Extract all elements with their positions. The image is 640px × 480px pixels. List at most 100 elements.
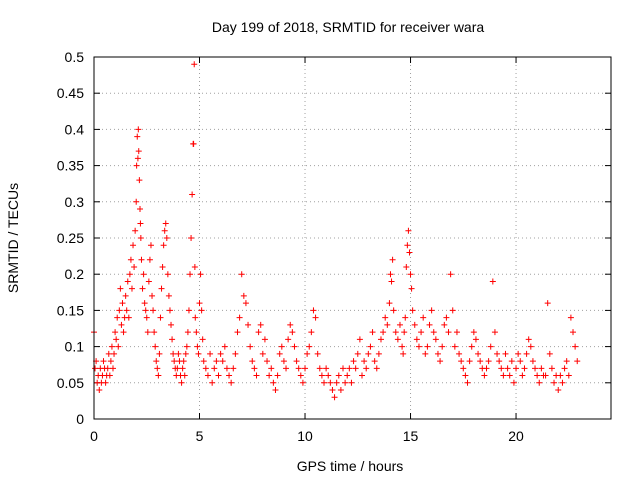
- data-point: [527, 343, 534, 350]
- data-point: [456, 350, 463, 357]
- y-tick-label: 0.4: [65, 121, 85, 137]
- data-point: [133, 162, 140, 169]
- data-point: [464, 379, 471, 386]
- data-point: [211, 365, 218, 372]
- data-point: [111, 350, 118, 357]
- data-point: [308, 329, 315, 336]
- y-tick-label: 0.3: [65, 194, 85, 210]
- data-point: [230, 365, 237, 372]
- data-point: [367, 343, 374, 350]
- data-point: [166, 307, 173, 314]
- data-point: [365, 350, 372, 357]
- data-point: [193, 329, 200, 336]
- y-axis-ticks: 0 0.05 0.1 0.15 0.2 0.25 0.3 0.35 0.4 0.45 0.5: [57, 49, 611, 427]
- data-point: [153, 358, 160, 365]
- data-point: [266, 372, 273, 379]
- data-point: [396, 321, 403, 328]
- data-point: [150, 307, 157, 314]
- data-point: [196, 300, 203, 307]
- data-point: [156, 350, 163, 357]
- data-point: [325, 372, 332, 379]
- data-point: [157, 314, 164, 321]
- data-point: [525, 336, 532, 343]
- data-point: [387, 271, 394, 278]
- data-point: [337, 387, 344, 394]
- data-point: [561, 365, 568, 372]
- data-point: [181, 372, 188, 379]
- data-point: [314, 350, 321, 357]
- data-point: [197, 271, 204, 278]
- data-point: [215, 372, 222, 379]
- data-point: [142, 307, 149, 314]
- data-point: [194, 343, 201, 350]
- data-point: [187, 271, 194, 278]
- data-point: [122, 292, 129, 299]
- data-point: [270, 379, 277, 386]
- data-point: [293, 358, 300, 365]
- data-point: [146, 256, 153, 263]
- data-point: [92, 365, 99, 372]
- data-point: [335, 372, 342, 379]
- data-point: [346, 365, 353, 372]
- data-point: [394, 336, 401, 343]
- x-tick-label: 10: [297, 428, 313, 444]
- data-point: [312, 314, 319, 321]
- data-point: [137, 206, 144, 213]
- data-point: [185, 307, 192, 314]
- data-point: [109, 365, 116, 372]
- data-point: [161, 227, 168, 234]
- data-point: [268, 365, 275, 372]
- data-point: [458, 358, 465, 365]
- data-point: [137, 220, 144, 227]
- data-point: [291, 343, 298, 350]
- y-tick-label: 0: [76, 411, 84, 427]
- data-point: [174, 365, 181, 372]
- data-point: [136, 177, 143, 184]
- y-axis-title: SRMTID / TECUs: [5, 183, 21, 293]
- plot-area-border: [93, 56, 612, 420]
- data-point: [106, 372, 113, 379]
- data-point: [209, 379, 216, 386]
- data-point: [108, 343, 115, 350]
- data-point: [236, 314, 243, 321]
- data-point: [356, 336, 363, 343]
- data-point: [519, 372, 526, 379]
- data-point: [232, 350, 239, 357]
- y-tick-label: 0.35: [57, 158, 84, 174]
- data-point: [191, 263, 198, 270]
- data-point: [468, 343, 475, 350]
- data-point: [200, 358, 207, 365]
- data-point: [223, 365, 230, 372]
- data-point: [407, 271, 414, 278]
- data-point: [529, 358, 536, 365]
- data-point: [285, 336, 292, 343]
- data-point: [574, 358, 581, 365]
- data-point: [563, 358, 570, 365]
- x-axis-ticks: 0 5 10 15 20: [90, 57, 524, 444]
- data-point: [477, 358, 484, 365]
- data-point: [138, 256, 145, 263]
- data-point: [165, 292, 172, 299]
- data-point: [257, 321, 264, 328]
- data-point: [198, 307, 205, 314]
- data-point: [538, 365, 545, 372]
- data-point: [481, 372, 488, 379]
- data-point: [128, 285, 135, 292]
- data-point: [489, 278, 496, 285]
- data-point: [283, 365, 290, 372]
- data-point: [404, 242, 411, 249]
- data-point: [124, 278, 131, 285]
- data-point: [411, 321, 418, 328]
- data-point: [295, 365, 302, 372]
- data-point: [354, 350, 361, 357]
- data-point: [472, 336, 479, 343]
- data-point: [399, 343, 406, 350]
- data-point: [548, 365, 555, 372]
- data-point: [192, 314, 199, 321]
- data-point: [449, 307, 456, 314]
- data-point: [565, 372, 572, 379]
- data-point: [149, 292, 156, 299]
- data-point: [302, 365, 309, 372]
- data-point: [189, 191, 196, 198]
